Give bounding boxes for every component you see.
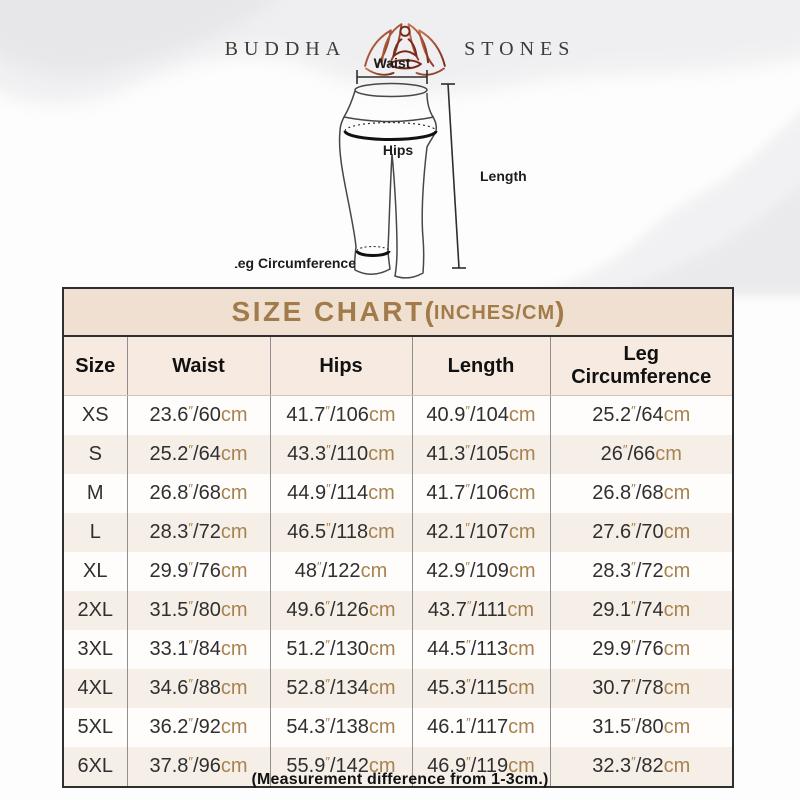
column-header-size: Size — [64, 337, 127, 396]
hips-label: Hips — [383, 142, 414, 158]
size-table-header-row: Size Waist Hips Length Leg Circumference — [64, 337, 732, 396]
hips-measure-ellipse — [343, 121, 438, 141]
size-row-l: L 28.3″/72cm 46.5″/118cm 42.1″/107cm 27.6″/7… — [64, 513, 732, 552]
size-row-xs: XS 23.6″/60cm 41.7″/106cm 40.9″/104cm 25.2″/… — [64, 395, 732, 435]
size-label: 5XL — [77, 716, 114, 738]
size-row-s: S 25.2″/64cm 43.3″/110cm 41.3″/105cm 26″/66c… — [64, 435, 732, 474]
leg-measurement: 25.2″/64cm — [549, 395, 732, 435]
size-row-6xl: 6XL 37.8″/96cm 55.9″/142cm 46.9″/119cm 32.3″… — [64, 747, 732, 786]
size-row-xl: XL 29.9″/76cm 48″/122cm 42.9″/109cm 28.3″/72… — [64, 552, 732, 591]
length-measurement: 42.9″/109cm — [411, 552, 550, 591]
leg-circumference-ellipse — [355, 245, 391, 257]
pants-measurement-diagram: Waist Hips Leg Circumference Length — [235, 55, 527, 279]
length-measurement: 46.9″/119cm — [411, 747, 550, 786]
hips-measurement: 49.6″/126cm — [269, 591, 412, 630]
length-measurement: 43.7″/111cm — [411, 591, 550, 630]
size-label: L — [89, 521, 101, 543]
leg-measurement: 27.6″/70cm — [549, 513, 732, 552]
leg-measurement: 28.3″/72cm — [549, 552, 732, 591]
size-row-3xl: 3XL 33.1″/84cm 51.2″/130cm 44.5″/113cm 29.9″… — [64, 630, 732, 669]
leg-measurement: 26″/66cm — [549, 435, 732, 474]
size-table-body: XS 23.6″/60cm 41.7″/106cm 40.9″/104cm 25.2″/… — [64, 395, 732, 786]
leg-measurement: 30.7″/78cm — [549, 669, 732, 708]
waist-measurement: 26.8″/68cm — [126, 474, 270, 513]
leg-measurement: 31.5″/80cm — [549, 708, 732, 747]
length-measurement: 44.5″/113cm — [411, 630, 550, 669]
size-label: M — [86, 482, 104, 504]
size-label: 6XL — [77, 755, 114, 777]
brand-name-right: STONES — [464, 37, 576, 60]
size-row-m: M 26.8″/68cm 44.9″/114cm 41.7″/106cm 26.8″/6… — [64, 474, 732, 513]
hips-measurement: 44.9″/114cm — [269, 474, 412, 513]
size-row-5xl: 5XL 36.2″/92cm 54.3″/138cm 46.1″/117cm 31.5″… — [64, 708, 732, 747]
leg-circumference-label: Leg Circumference — [235, 255, 356, 271]
column-header-hips: Hips — [269, 337, 412, 396]
length-measurement: 41.3″/105cm — [411, 435, 550, 474]
size-chart-panel: SIZE CHART(INCHES/CM) Size Waist Hips Lengt… — [62, 287, 734, 788]
waist-label: Waist — [374, 55, 411, 71]
size-chart-title-main: SIZE CHART — [231, 296, 425, 327]
size-label: XL — [83, 560, 108, 582]
waist-measurement: 31.5″/80cm — [126, 591, 270, 630]
waist-measurement: 33.1″/84cm — [126, 630, 270, 669]
leg-measurement: 29.1″/74cm — [549, 591, 732, 630]
hips-measurement: 43.3″/110cm — [269, 435, 412, 474]
waist-measurement: 25.2″/64cm — [126, 435, 270, 474]
hips-measurement: 46.5″/118cm — [269, 513, 412, 552]
close-paren: ) — [555, 296, 565, 327]
length-measurement: 46.1″/117cm — [411, 708, 550, 747]
column-header-length: Length — [411, 337, 550, 396]
brand-name-left: BUDDHA — [224, 37, 347, 60]
waist-measurement: 29.9″/76cm — [126, 552, 270, 591]
size-chart-title: SIZE CHART(INCHES/CM) — [64, 289, 732, 337]
open-paren: ( — [424, 296, 434, 327]
size-table: Size Waist Hips Length Leg Circumference XS 2… — [64, 337, 732, 786]
waist-measurement: 34.6″/88cm — [126, 669, 270, 708]
waist-measurement: 28.3″/72cm — [126, 513, 270, 552]
lotus-meditation-icon — [364, 23, 447, 76]
waist-measure-line — [356, 70, 428, 84]
hips-measurement: 54.3″/138cm — [269, 708, 412, 747]
column-header-leg-circumference: Leg Circumference — [549, 337, 732, 396]
hips-measurement: 55.9″/142cm — [269, 747, 412, 786]
size-row-4xl: 4XL 34.6″/88cm 52.8″/134cm 45.3″/115cm 30.7″… — [64, 669, 732, 708]
size-row-2xl: 2XL 31.5″/80cm 49.6″/126cm 43.7″/111cm 29.1″… — [64, 591, 732, 630]
size-chart-title-units: INCHES/CM — [433, 302, 556, 324]
length-measurement: 45.3″/115cm — [411, 669, 550, 708]
waist-measurement: 23.6″/60cm — [126, 395, 270, 435]
hips-measurement: 48″/122cm — [269, 552, 412, 591]
length-measurement: 42.1″/107cm — [411, 513, 550, 552]
size-label: S — [88, 443, 102, 465]
waist-measurement: 37.8″/96cm — [126, 747, 270, 786]
column-header-waist: Waist — [126, 337, 270, 396]
hips-measurement: 41.7″/106cm — [269, 395, 412, 435]
length-measurement: 40.9″/104cm — [411, 395, 550, 435]
size-label: 4XL — [77, 677, 114, 699]
size-label: 3XL — [77, 638, 114, 660]
length-label: Length — [480, 168, 527, 184]
hips-measurement: 51.2″/130cm — [269, 630, 412, 669]
size-label: XS — [81, 404, 109, 426]
waist-measurement: 36.2″/92cm — [126, 708, 270, 747]
length-measurement: 41.7″/106cm — [411, 474, 550, 513]
size-label: 2XL — [77, 599, 114, 621]
pants-outline — [338, 82, 438, 279]
leg-measurement: 32.3″/82cm — [549, 747, 732, 786]
brand-logo: BUDDHA STONES — [0, 18, 800, 80]
leg-measurement: 26.8″/68cm — [549, 474, 732, 513]
leg-measurement: 29.9″/76cm — [549, 630, 732, 669]
measurement-footnote: (Measurement difference from 1-3cm.) — [251, 771, 549, 788]
hips-measurement: 52.8″/134cm — [269, 669, 412, 708]
length-measure-line — [441, 83, 466, 269]
